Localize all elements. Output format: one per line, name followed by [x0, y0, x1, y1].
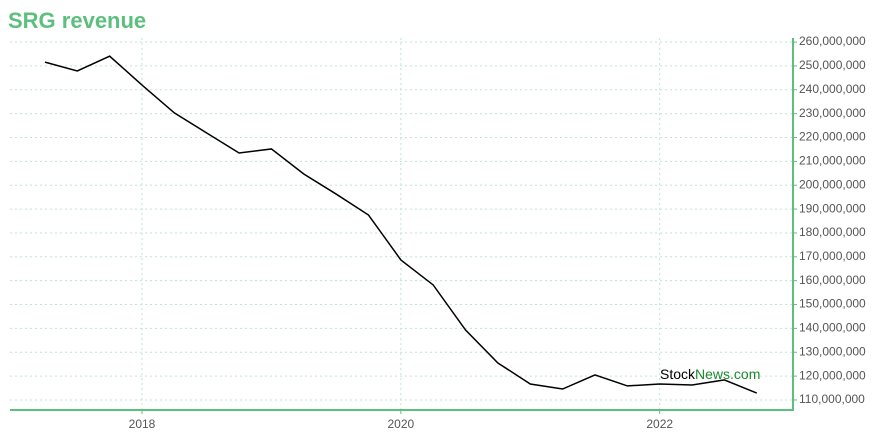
watermark-suffix: News.com: [695, 366, 760, 382]
x-tick-label: 2020: [388, 417, 415, 431]
watermark: StockNews.com: [660, 366, 760, 382]
y-tick-label: 160,000,000: [799, 273, 866, 287]
y-tick-label: 170,000,000: [799, 249, 866, 263]
y-tick-label: 150,000,000: [799, 297, 866, 311]
y-tick-label: 120,000,000: [799, 368, 866, 382]
x-tick-label: 2018: [129, 417, 156, 431]
watermark-prefix: Stock: [660, 366, 696, 382]
y-tick-label: 200,000,000: [799, 177, 866, 191]
y-tick-label: 180,000,000: [799, 225, 866, 239]
y-tick-label: 240,000,000: [799, 82, 866, 96]
y-tick-label: 250,000,000: [799, 58, 866, 72]
y-tick-label: 210,000,000: [799, 154, 866, 168]
y-tick-label: 190,000,000: [799, 201, 866, 215]
x-tick-label: 2022: [646, 417, 673, 431]
y-tick-label: 230,000,000: [799, 106, 866, 120]
y-tick-label: 110,000,000: [799, 392, 865, 406]
chart-title: SRG revenue: [8, 8, 146, 33]
y-tick-label: 140,000,000: [799, 321, 866, 335]
y-tick-label: 130,000,000: [799, 344, 866, 358]
y-tick-label: 220,000,000: [799, 130, 866, 144]
y-tick-label: 260,000,000: [799, 34, 866, 48]
line: [44, 55, 758, 394]
